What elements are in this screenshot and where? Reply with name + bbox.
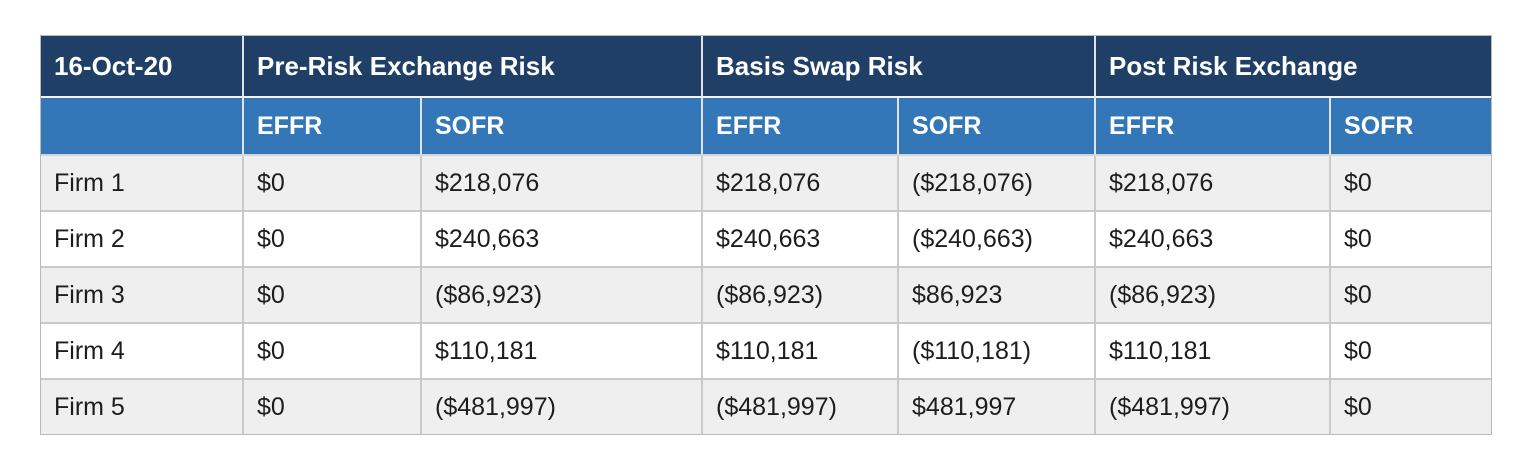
group-header-basis-swap-risk: Basis Swap Risk bbox=[703, 36, 1097, 98]
cell-pre-effr: $0 bbox=[244, 268, 422, 324]
subheader-post-effr: EFFR bbox=[1096, 98, 1332, 156]
cell-post-effr: $110,181 bbox=[1096, 324, 1332, 380]
cell-pre-effr: $0 bbox=[244, 324, 422, 380]
table-row-firm-2: Firm 2 $0 $240,663 $240,663 ($240,663) $… bbox=[41, 212, 1492, 268]
cell-post-sofr: $0 bbox=[1331, 156, 1492, 212]
cell-pre-effr: $0 bbox=[244, 212, 422, 268]
cell-basis-sofr: $86,923 bbox=[899, 268, 1097, 324]
row-label: Firm 1 bbox=[41, 156, 244, 212]
blank-subheader-cell bbox=[41, 98, 244, 156]
cell-basis-effr: $110,181 bbox=[703, 324, 900, 380]
date-header-cell: 16-Oct-20 bbox=[41, 36, 244, 98]
cell-basis-sofr: $481,997 bbox=[899, 380, 1097, 434]
group-header-pre-risk-exchange-risk: Pre-Risk Exchange Risk bbox=[244, 36, 704, 98]
cell-post-sofr: $0 bbox=[1331, 380, 1492, 434]
cell-pre-sofr: ($86,923) bbox=[422, 268, 704, 324]
group-header-post-risk-exchange: Post Risk Exchange bbox=[1096, 36, 1492, 98]
subheader-pre-effr: EFFR bbox=[244, 98, 422, 156]
subheader-basis-effr: EFFR bbox=[703, 98, 900, 156]
table-row-firm-4: Firm 4 $0 $110,181 $110,181 ($110,181) $… bbox=[41, 324, 1492, 380]
subheader-basis-sofr: SOFR bbox=[899, 98, 1097, 156]
risk-exchange-table: 16-Oct-20 Pre-Risk Exchange Risk Basis S… bbox=[40, 35, 1493, 435]
cell-basis-effr: $240,663 bbox=[703, 212, 900, 268]
table-row-firm-5: Firm 5 $0 ($481,997) ($481,997) $481,997… bbox=[41, 380, 1492, 434]
cell-pre-sofr: ($481,997) bbox=[422, 380, 704, 434]
cell-basis-effr: $218,076 bbox=[703, 156, 900, 212]
cell-post-effr: ($481,997) bbox=[1096, 380, 1332, 434]
table-row-firm-3: Firm 3 $0 ($86,923) ($86,923) $86,923 ($… bbox=[41, 268, 1492, 324]
cell-pre-sofr: $110,181 bbox=[422, 324, 704, 380]
cell-post-effr: $240,663 bbox=[1096, 212, 1332, 268]
cell-basis-sofr: ($218,076) bbox=[899, 156, 1097, 212]
subheader-post-sofr: SOFR bbox=[1331, 98, 1492, 156]
cell-post-effr: $218,076 bbox=[1096, 156, 1332, 212]
row-label: Firm 5 bbox=[41, 380, 244, 434]
row-label: Firm 3 bbox=[41, 268, 244, 324]
group-header-row: 16-Oct-20 Pre-Risk Exchange Risk Basis S… bbox=[41, 36, 1492, 98]
table-row-firm-1: Firm 1 $0 $218,076 $218,076 ($218,076) $… bbox=[41, 156, 1492, 212]
cell-basis-effr: ($481,997) bbox=[703, 380, 900, 434]
row-label: Firm 4 bbox=[41, 324, 244, 380]
cell-post-sofr: $0 bbox=[1331, 324, 1492, 380]
cell-basis-sofr: ($110,181) bbox=[899, 324, 1097, 380]
sub-header-row: EFFR SOFR EFFR SOFR EFFR SOFR bbox=[41, 98, 1492, 156]
cell-pre-sofr: $240,663 bbox=[422, 212, 704, 268]
cell-basis-sofr: ($240,663) bbox=[899, 212, 1097, 268]
row-label: Firm 2 bbox=[41, 212, 244, 268]
cell-post-effr: ($86,923) bbox=[1096, 268, 1332, 324]
cell-basis-effr: ($86,923) bbox=[703, 268, 900, 324]
cell-pre-sofr: $218,076 bbox=[422, 156, 704, 212]
cell-pre-effr: $0 bbox=[244, 156, 422, 212]
subheader-pre-sofr: SOFR bbox=[422, 98, 704, 156]
cell-pre-effr: $0 bbox=[244, 380, 422, 434]
cell-post-sofr: $0 bbox=[1331, 268, 1492, 324]
cell-post-sofr: $0 bbox=[1331, 212, 1492, 268]
